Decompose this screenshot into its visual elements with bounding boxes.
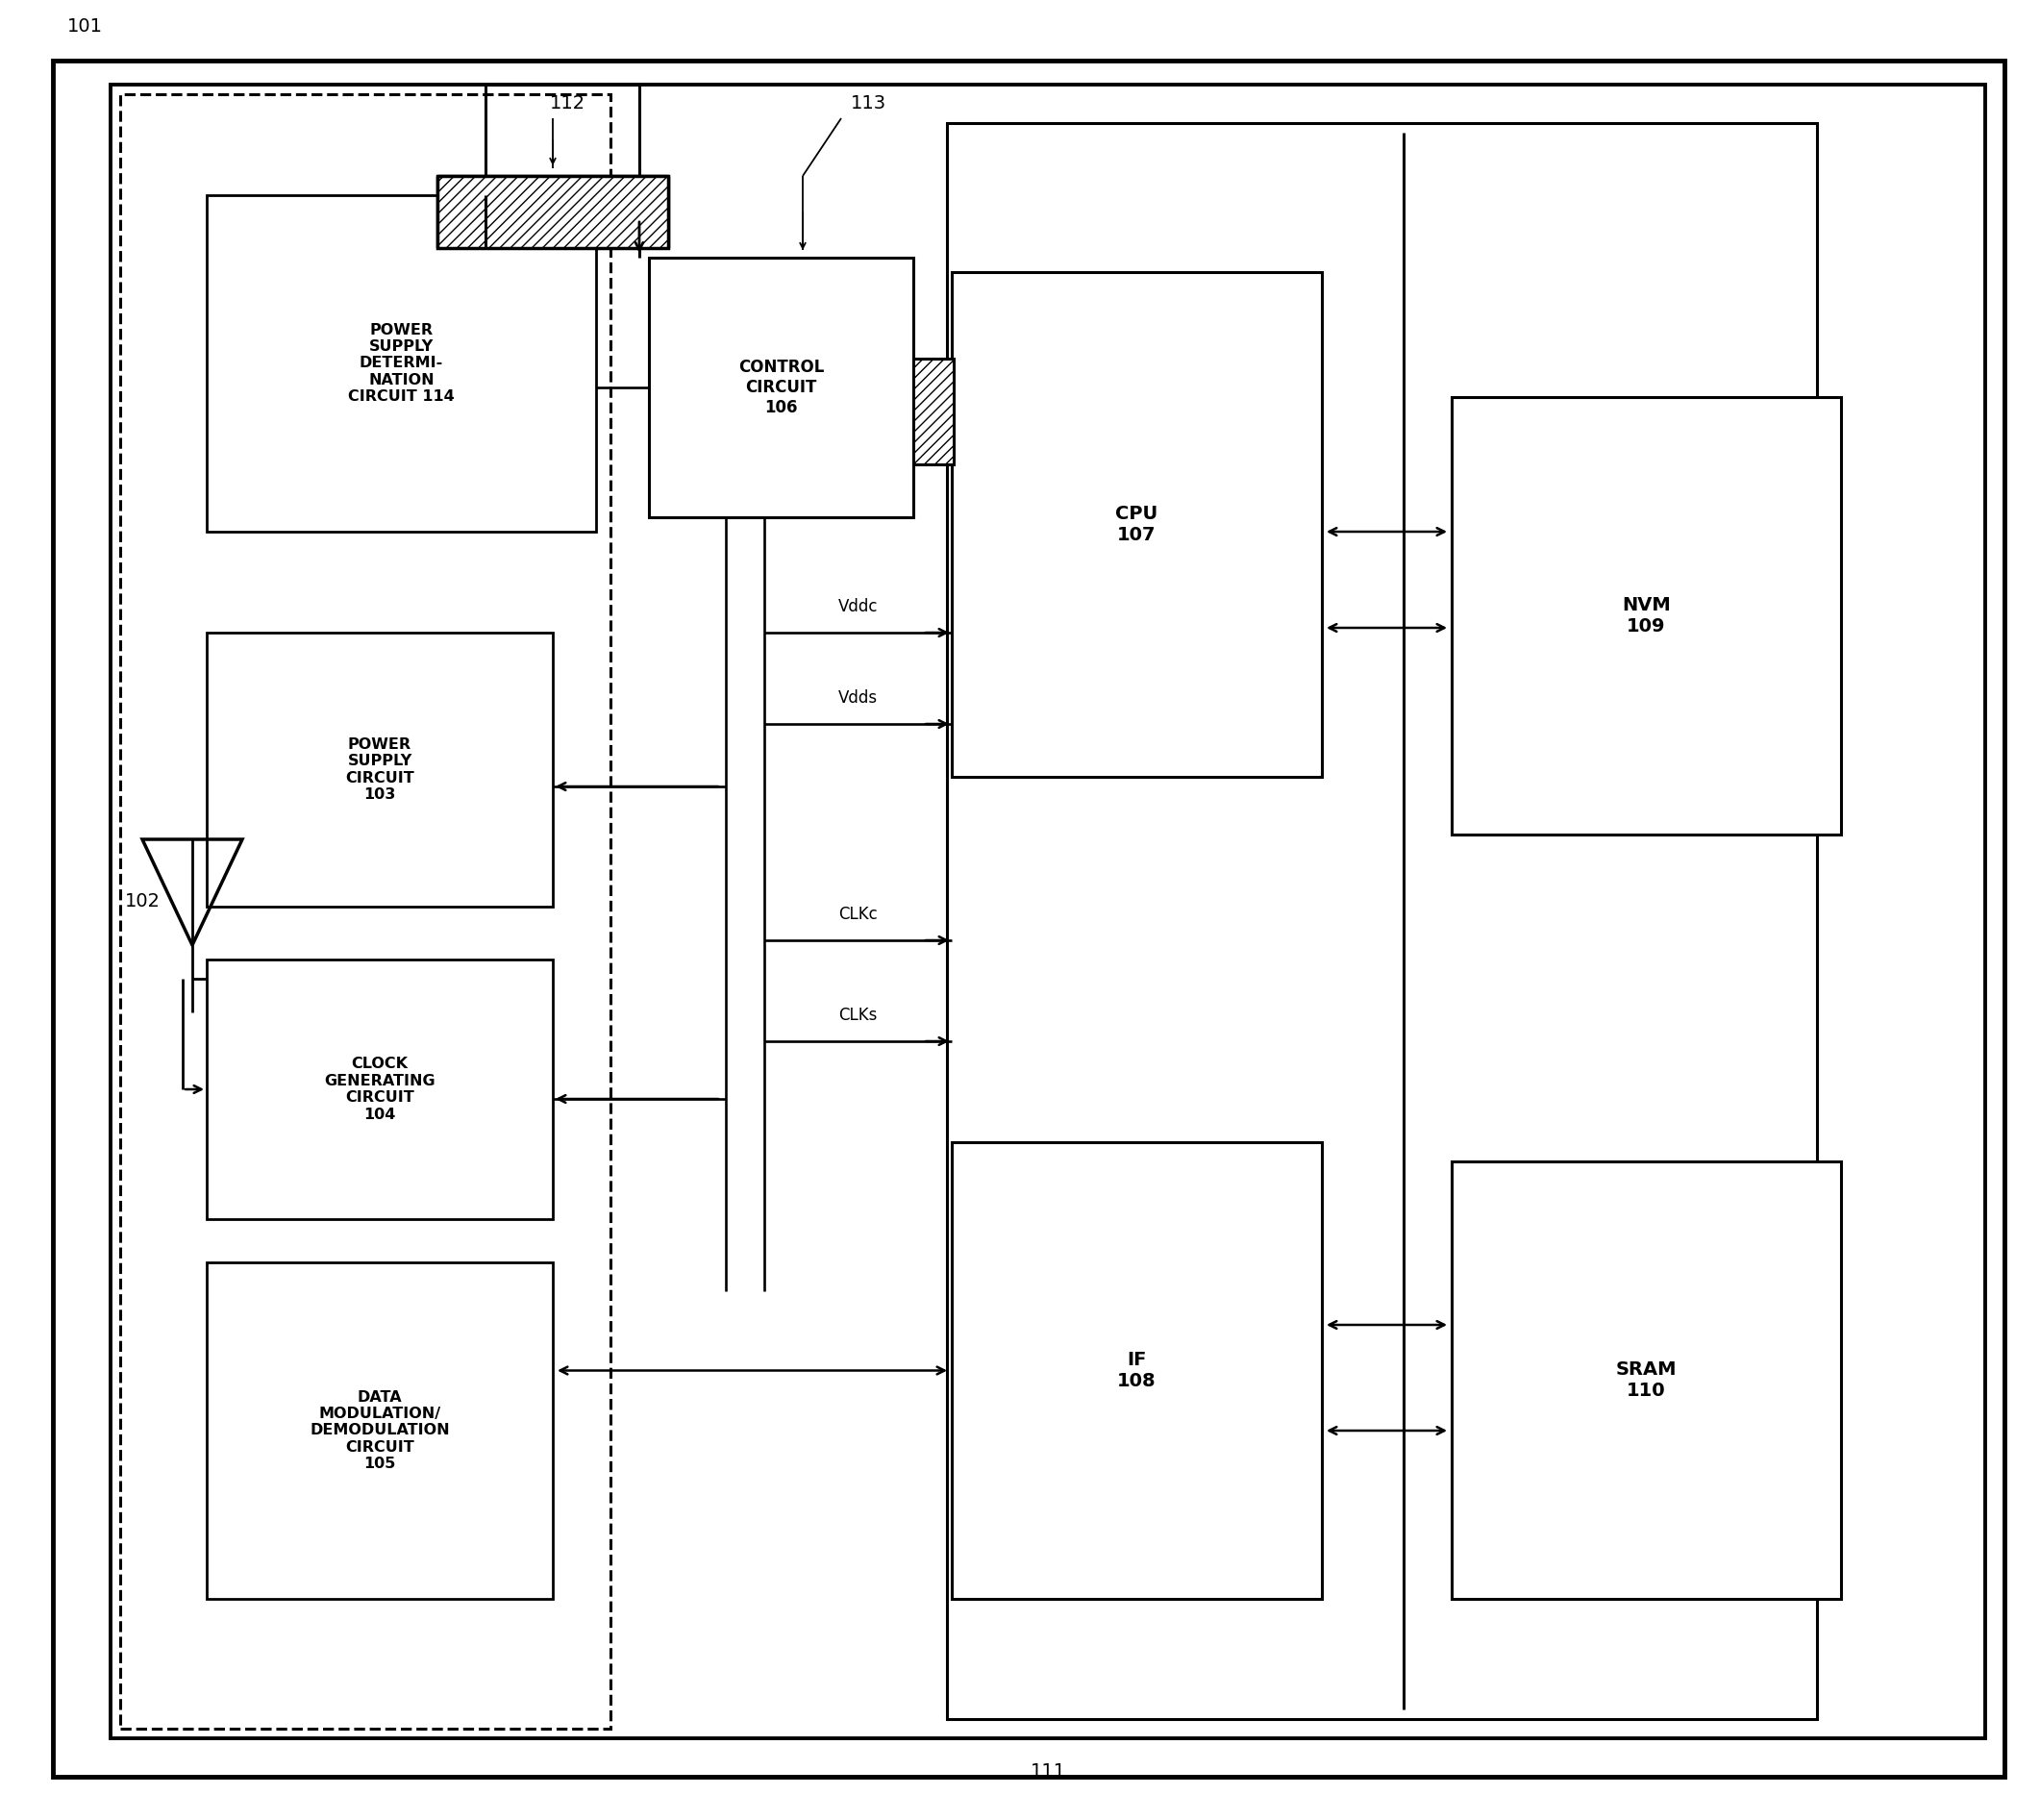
- Text: 111: 111: [1030, 1764, 1065, 1782]
- Bar: [206, 633, 553, 906]
- Bar: [120, 95, 610, 1729]
- Bar: [206, 959, 553, 1219]
- Text: Vdds: Vdds: [838, 690, 877, 706]
- Bar: [914, 359, 953, 464]
- Text: IF
108: IF 108: [1118, 1350, 1157, 1390]
- Bar: [437, 177, 669, 248]
- Text: NVM
109: NVM 109: [1622, 597, 1671, 635]
- Text: CLKs: CLKs: [838, 1006, 877, 1025]
- Text: CPU
107: CPU 107: [1116, 504, 1159, 544]
- Text: CLOCK
GENERATING
CIRCUIT
104: CLOCK GENERATING CIRCUIT 104: [324, 1057, 435, 1121]
- Text: DATA
MODULATION/
DEMODULATION
CIRCUIT
105: DATA MODULATION/ DEMODULATION CIRCUIT 10…: [310, 1390, 449, 1471]
- Text: Vddc: Vddc: [838, 599, 877, 615]
- Bar: [206, 1263, 553, 1598]
- Text: CLKc: CLKc: [838, 906, 877, 923]
- Bar: [953, 1143, 1322, 1598]
- Bar: [953, 271, 1322, 777]
- Text: 112: 112: [549, 95, 585, 113]
- Text: CONTROL
CIRCUIT
106: CONTROL CIRCUIT 106: [738, 359, 824, 417]
- Bar: [1452, 1161, 1840, 1598]
- Bar: [649, 258, 914, 517]
- Text: 101: 101: [67, 18, 102, 36]
- Text: 113: 113: [851, 95, 887, 113]
- Bar: [206, 195, 596, 531]
- Text: SRAM
110: SRAM 110: [1616, 1360, 1677, 1400]
- Bar: [1452, 397, 1840, 835]
- Text: POWER
SUPPLY
DETERMI-
NATION
CIRCUIT 114: POWER SUPPLY DETERMI- NATION CIRCUIT 114: [349, 322, 455, 404]
- Bar: [947, 124, 1818, 1720]
- Text: 102: 102: [124, 892, 161, 912]
- Text: POWER
SUPPLY
CIRCUIT
103: POWER SUPPLY CIRCUIT 103: [345, 737, 414, 803]
